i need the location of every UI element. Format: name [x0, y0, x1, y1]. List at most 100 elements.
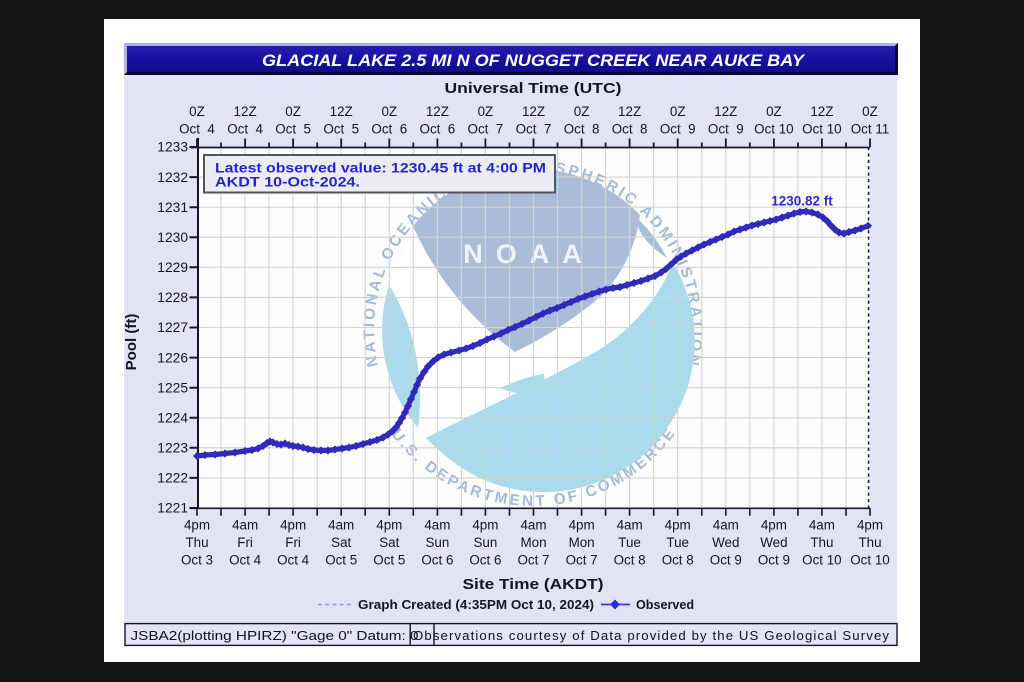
svg-text:4am: 4am [520, 518, 546, 533]
svg-text:Oct 6: Oct 6 [469, 553, 501, 568]
svg-text:Fri: Fri [237, 535, 253, 550]
svg-text:Oct 9: Oct 9 [660, 122, 696, 137]
svg-text:Thu: Thu [810, 535, 833, 550]
svg-text:0Z: 0Z [189, 104, 205, 119]
svg-text:4am: 4am [713, 518, 739, 533]
svg-text:4pm: 4pm [665, 518, 691, 533]
svg-text:Oct 7: Oct 7 [518, 553, 550, 568]
svg-text:Oct 9: Oct 9 [758, 553, 790, 568]
svg-text:Oct 10: Oct 10 [802, 122, 841, 137]
svg-text:1226: 1226 [157, 350, 188, 365]
svg-text:Oct 7: Oct 7 [566, 553, 598, 568]
svg-text:0Z: 0Z [670, 104, 686, 119]
svg-text:12Z: 12Z [426, 104, 449, 119]
svg-text:Thu: Thu [185, 535, 208, 550]
svg-text:1232: 1232 [157, 170, 188, 185]
svg-text:12Z: 12Z [714, 104, 737, 119]
svg-text:0Z: 0Z [478, 104, 494, 119]
svg-text:Pool (ft): Pool (ft) [123, 314, 140, 371]
svg-text:Oct 5: Oct 5 [275, 122, 311, 137]
svg-text:Oct 5: Oct 5 [373, 553, 405, 568]
svg-text:Oct 6: Oct 6 [421, 553, 453, 568]
svg-text:Observations courtesy of Data: Observations courtesy of Data provided b… [413, 628, 889, 643]
svg-text:Oct 8: Oct 8 [564, 122, 600, 137]
svg-text:Site Time (AKDT): Site Time (AKDT) [463, 576, 604, 593]
svg-text:Oct 3: Oct 3 [181, 553, 213, 568]
svg-text:Oct 11: Oct 11 [851, 122, 889, 137]
svg-text:0Z: 0Z [381, 104, 397, 119]
svg-text:Thu: Thu [858, 535, 881, 550]
svg-text:4pm: 4pm [569, 518, 595, 533]
svg-text:Mon: Mon [569, 535, 595, 550]
svg-text:4pm: 4pm [761, 518, 787, 533]
svg-text:Observed: Observed [636, 598, 694, 612]
svg-text:Fri: Fri [285, 535, 301, 550]
svg-text:Sun: Sun [425, 535, 449, 550]
svg-text:12Z: 12Z [810, 104, 833, 119]
svg-text:12Z: 12Z [522, 104, 545, 119]
svg-text:1225: 1225 [157, 380, 188, 395]
svg-text:4pm: 4pm [280, 518, 306, 533]
svg-text:Sun: Sun [473, 535, 497, 550]
svg-text:12Z: 12Z [234, 104, 257, 119]
svg-text:Oct 5: Oct 5 [323, 122, 359, 137]
svg-text:Oct 6: Oct 6 [420, 122, 456, 137]
svg-text:Wed: Wed [712, 535, 739, 550]
svg-text:0Z: 0Z [574, 104, 590, 119]
svg-text:AKDT 10-Oct-2024.: AKDT 10-Oct-2024. [215, 175, 360, 190]
svg-text:Oct 4: Oct 4 [227, 122, 263, 137]
svg-text:4pm: 4pm [472, 518, 498, 533]
svg-text:1230.82 ft: 1230.82 ft [771, 194, 833, 209]
svg-text:NOAA: NOAA [463, 239, 595, 269]
svg-text:Oct 4: Oct 4 [277, 553, 310, 568]
svg-text:1231: 1231 [157, 200, 188, 215]
svg-text:1229: 1229 [157, 260, 188, 275]
svg-text:4pm: 4pm [857, 518, 883, 533]
svg-text:0Z: 0Z [766, 104, 782, 119]
svg-text:1222: 1222 [157, 471, 188, 486]
svg-text:4am: 4am [424, 518, 450, 533]
svg-text:Oct 8: Oct 8 [662, 553, 694, 568]
svg-text:Oct 10: Oct 10 [802, 553, 841, 568]
svg-text:12Z: 12Z [330, 104, 353, 119]
svg-text:4am: 4am [328, 518, 354, 533]
svg-text:Oct 6: Oct 6 [371, 122, 407, 137]
svg-text:Oct 7: Oct 7 [468, 122, 504, 137]
svg-text:Oct 8: Oct 8 [614, 553, 646, 568]
svg-text:Oct 9: Oct 9 [710, 553, 742, 568]
svg-text:4pm: 4pm [184, 518, 210, 533]
svg-text:Oct 8: Oct 8 [612, 122, 648, 137]
svg-text:1228: 1228 [157, 290, 188, 305]
svg-text:Oct 10: Oct 10 [754, 122, 793, 137]
svg-text:1230: 1230 [157, 230, 188, 245]
svg-text:4am: 4am [232, 518, 258, 533]
svg-text:Universal Time (UTC): Universal Time (UTC) [445, 80, 622, 97]
svg-text:Sat: Sat [331, 535, 351, 550]
svg-text:0Z: 0Z [285, 104, 301, 119]
svg-text:Oct 7: Oct 7 [516, 122, 552, 137]
svg-text:JSBA2(plotting HPIRZ) "Gage 0": JSBA2(plotting HPIRZ) "Gage 0" Datum: 0 [131, 628, 419, 643]
svg-text:Oct 10: Oct 10 [850, 553, 889, 568]
svg-text:Graph Created (4:35PM Oct 10,: Graph Created (4:35PM Oct 10, 2024) [358, 598, 594, 612]
svg-text:4am: 4am [809, 518, 835, 533]
svg-text:0Z: 0Z [862, 104, 878, 119]
svg-text:4pm: 4pm [376, 518, 402, 533]
svg-text:Oct 4: Oct 4 [179, 122, 215, 137]
svg-text:1233: 1233 [157, 140, 188, 155]
svg-text:Mon: Mon [520, 535, 546, 550]
svg-text:GLACIAL LAKE 2.5 MI N OF NUGGE: GLACIAL LAKE 2.5 MI N OF NUGGET CREEK NE… [262, 52, 806, 70]
svg-text:Sat: Sat [379, 535, 399, 550]
svg-text:1221: 1221 [157, 501, 188, 516]
svg-text:Oct 9: Oct 9 [708, 122, 744, 137]
svg-text:Wed: Wed [760, 535, 787, 550]
svg-text:1224: 1224 [157, 410, 188, 425]
svg-text:Tue: Tue [666, 535, 689, 550]
svg-text:Oct 5: Oct 5 [325, 553, 357, 568]
svg-text:Latest observed value: 1230.45: Latest observed value: 1230.45 ft at 4:0… [215, 161, 546, 176]
svg-text:12Z: 12Z [618, 104, 641, 119]
svg-text:Tue: Tue [618, 535, 641, 550]
svg-text:1223: 1223 [157, 441, 188, 456]
svg-text:4am: 4am [617, 518, 643, 533]
svg-text:Oct 4: Oct 4 [229, 553, 262, 568]
svg-text:1227: 1227 [157, 320, 188, 335]
